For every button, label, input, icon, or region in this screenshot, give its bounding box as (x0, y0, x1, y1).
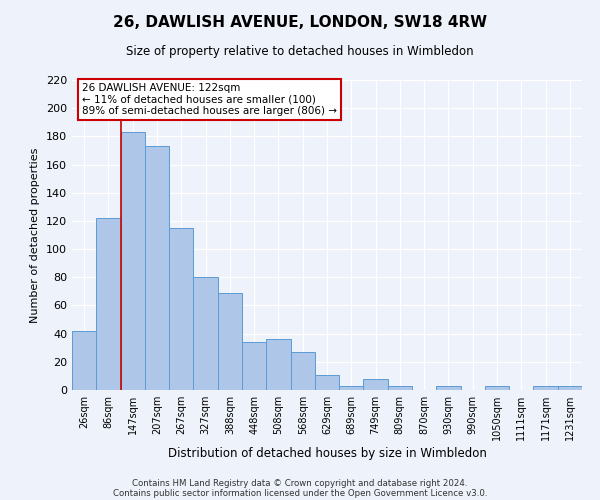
Bar (485, 386, 509, 390)
Bar (436, 386, 461, 390)
Bar (315, 374, 339, 390)
Bar (388, 386, 412, 390)
Bar (121, 132, 145, 390)
Y-axis label: Number of detached properties: Number of detached properties (31, 148, 40, 322)
Text: Size of property relative to detached houses in Wimbledon: Size of property relative to detached ho… (126, 45, 474, 58)
Text: Contains HM Land Registry data © Crown copyright and database right 2024.: Contains HM Land Registry data © Crown c… (132, 478, 468, 488)
Bar (339, 386, 364, 390)
X-axis label: Distribution of detached houses by size in Wimbledon: Distribution of detached houses by size … (167, 447, 487, 460)
Bar (364, 378, 388, 390)
Bar (96, 218, 121, 390)
Bar (242, 342, 266, 390)
Bar (218, 293, 242, 390)
Bar (193, 278, 218, 390)
Text: 26, DAWLISH AVENUE, LONDON, SW18 4RW: 26, DAWLISH AVENUE, LONDON, SW18 4RW (113, 15, 487, 30)
Bar (145, 146, 169, 390)
Bar (169, 228, 193, 390)
Bar (72, 331, 96, 390)
Bar (290, 352, 315, 390)
Bar (558, 386, 582, 390)
Text: 26 DAWLISH AVENUE: 122sqm
← 11% of detached houses are smaller (100)
89% of semi: 26 DAWLISH AVENUE: 122sqm ← 11% of detac… (82, 83, 337, 116)
Text: Contains public sector information licensed under the Open Government Licence v3: Contains public sector information licen… (113, 488, 487, 498)
Bar (266, 340, 290, 390)
Bar (533, 386, 558, 390)
